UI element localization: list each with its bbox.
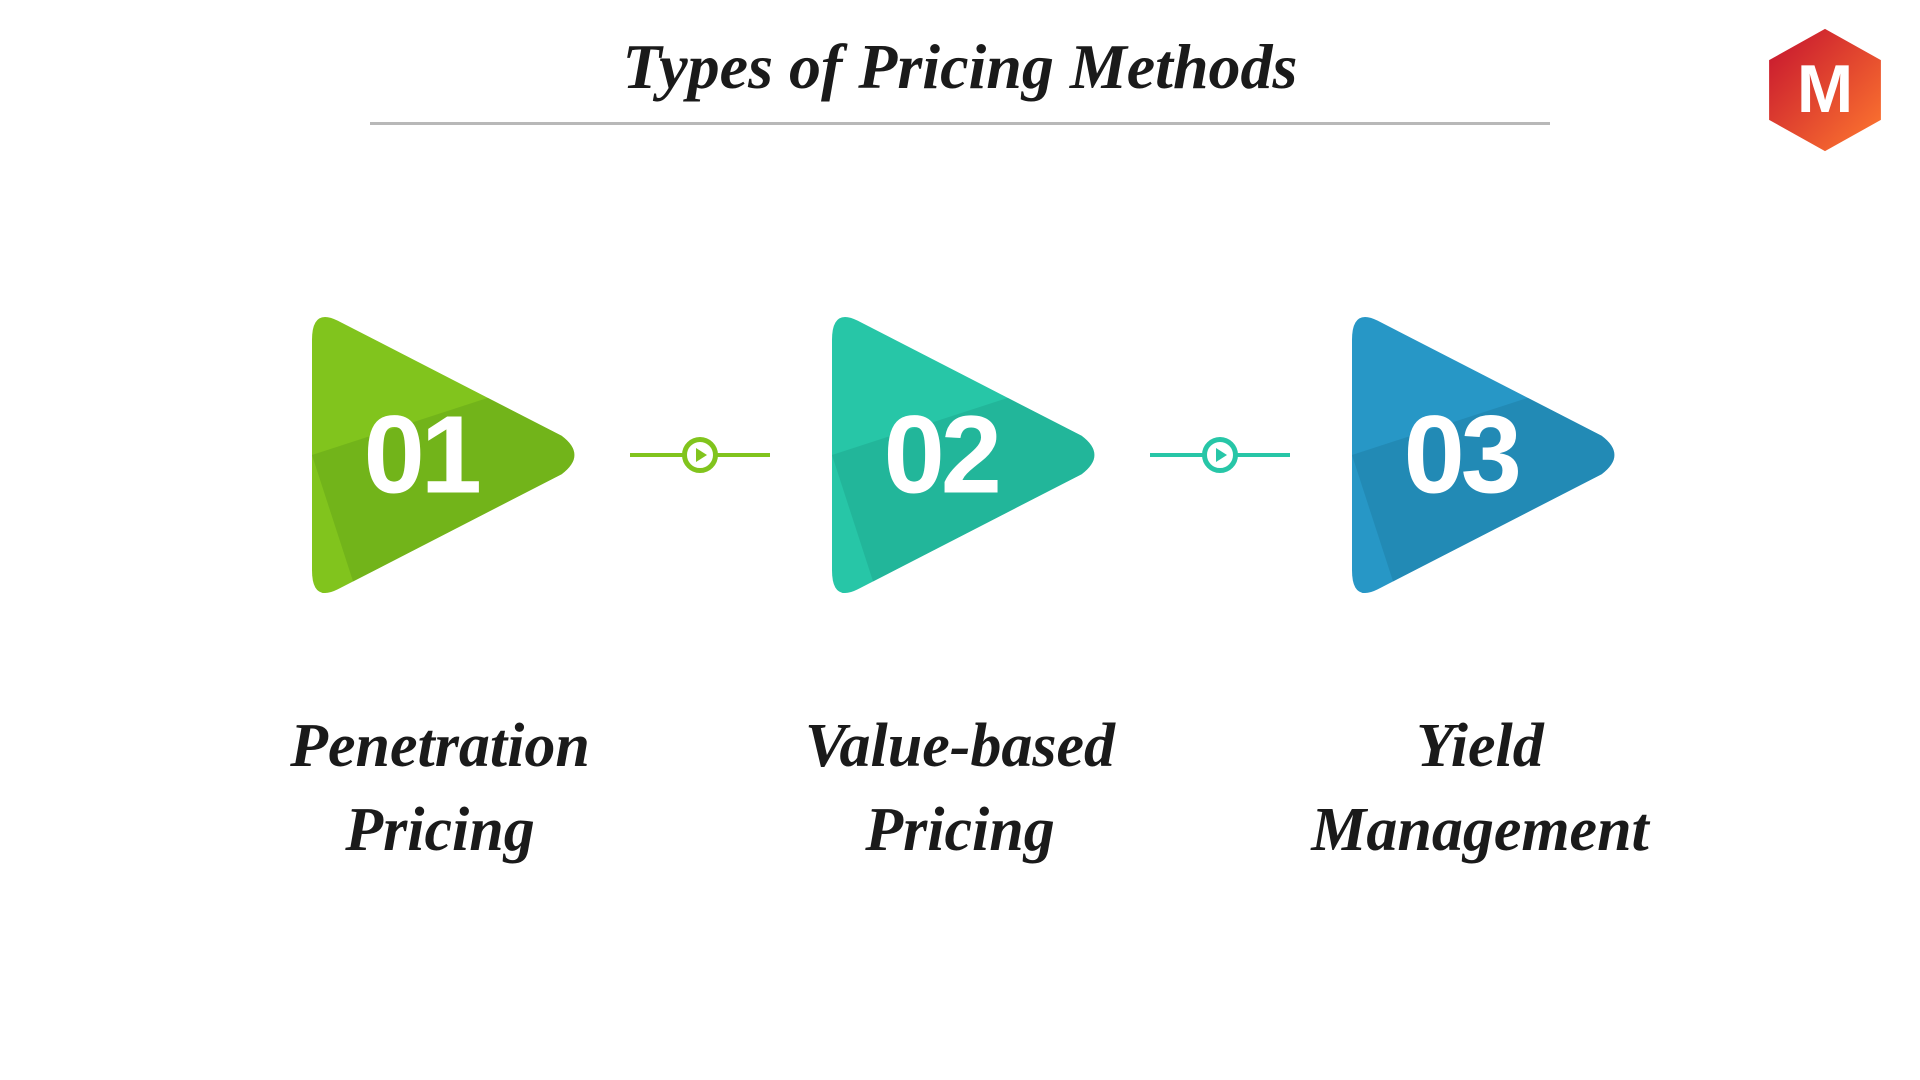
flow-step: 03 Yield Management xyxy=(1250,295,1710,872)
flow-connector xyxy=(630,451,770,459)
brand-logo: M xyxy=(1760,25,1890,160)
triangle-icon: 01 xyxy=(280,295,600,615)
svg-text:M: M xyxy=(1797,52,1853,127)
page-title: Types of Pricing Methods xyxy=(0,0,1920,104)
step-number: 01 xyxy=(364,392,478,519)
flow-step: 02 Value-based Pricing xyxy=(730,295,1190,872)
step-number: 02 xyxy=(884,392,998,519)
flow-step: 01 Penetration Pricing xyxy=(210,295,670,872)
step-label: Yield Management xyxy=(1311,705,1649,872)
flow-container: 01 Penetration Pricing 02 Value-based Pric… xyxy=(0,295,1920,872)
title-underline xyxy=(370,122,1550,125)
step-label: Penetration Pricing xyxy=(290,705,590,872)
step-label: Value-based Pricing xyxy=(805,705,1115,872)
flow-connector xyxy=(1150,451,1290,459)
triangle-icon: 03 xyxy=(1320,295,1640,615)
step-number: 03 xyxy=(1404,392,1518,519)
triangle-icon: 02 xyxy=(800,295,1120,615)
